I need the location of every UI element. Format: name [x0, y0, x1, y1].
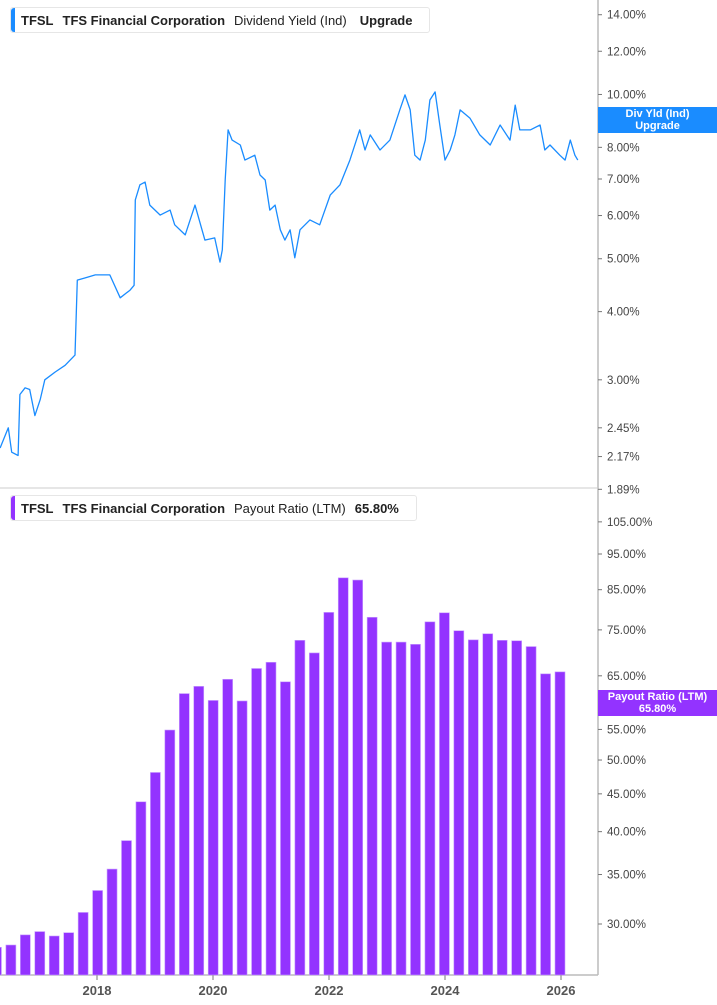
payout-bar: [280, 681, 291, 976]
payout-value-tag: Payout Ratio (LTM) 65.80%: [598, 690, 717, 716]
payout-bar: [63, 932, 75, 976]
payout-bar: [410, 644, 421, 976]
payout-bar: [554, 671, 566, 976]
payout-bar: [352, 579, 364, 976]
y-tick-label: 2.45%: [607, 423, 640, 435]
payout-bar: [34, 931, 46, 976]
legend-ticker: TFSL: [21, 500, 54, 516]
payout-bar: [121, 840, 132, 976]
payout-bar: [222, 678, 233, 976]
y-tick-label: 4.00%: [607, 307, 640, 319]
bottom-legend: TFSL TFS Financial Corporation Payout Ra…: [10, 495, 417, 521]
payout-bar: [193, 686, 205, 976]
tag-label: Div Yld (Ind): [625, 108, 690, 120]
dividend-yield-line: [0, 91, 579, 457]
div-yield-value-tag: Div Yld (Ind) Upgrade: [598, 107, 717, 133]
payout-bar: [366, 616, 378, 976]
payout-bar: [395, 641, 407, 976]
y-tick-label: 6.00%: [607, 211, 640, 223]
y-tick-label: 1.89%: [607, 484, 640, 496]
y-tick-label: 40.00%: [607, 827, 646, 839]
payout-bar: [540, 673, 551, 976]
y-tick-label: 95.00%: [607, 549, 646, 561]
payout-bar: [150, 772, 161, 976]
y-tick-label: 10.00%: [607, 89, 646, 101]
y-tick-label: 35.00%: [607, 870, 646, 882]
legend-company: TFS Financial Corporation: [62, 500, 226, 516]
legend-color-bar: [11, 496, 15, 520]
tag-value: 65.80%: [638, 703, 677, 715]
payout-bar: [106, 868, 118, 976]
legend-metric: Dividend Yield (Ind): [234, 12, 347, 28]
top-legend: TFSL TFS Financial Corporation Dividend …: [10, 7, 431, 33]
y-tick-label: 12.00%: [607, 46, 646, 58]
payout-bar: [309, 652, 320, 976]
y-tick-label: 5.00%: [607, 254, 640, 266]
y-tick-label: 85.00%: [607, 585, 646, 597]
y-tick-label: 65.00%: [607, 671, 646, 683]
payout-bar: [439, 612, 450, 976]
legend-ticker: TFSL: [21, 12, 54, 28]
x-tick-label: 2026: [547, 983, 576, 998]
y-tick-label: 3.00%: [607, 375, 640, 387]
y-tick-label: 30.00%: [607, 919, 646, 931]
payout-bar: [0, 946, 2, 976]
payout-bar: [381, 641, 392, 976]
tag-upgrade[interactable]: Upgrade: [635, 120, 680, 132]
y-tick-label: 2.17%: [607, 452, 640, 464]
payout-bar: [467, 639, 479, 976]
x-tick-label: 2020: [199, 983, 228, 998]
y-tick-label: 8.00%: [607, 142, 640, 154]
y-tick-label: 55.00%: [607, 724, 646, 736]
legend-color-bar: [11, 8, 15, 32]
x-tick-label: 2024: [431, 983, 461, 998]
payout-bar: [251, 668, 262, 976]
x-tick-label: 2022: [315, 983, 344, 998]
y-tick-label: 14.00%: [607, 10, 646, 22]
payout-bar: [511, 640, 522, 976]
payout-bar: [453, 630, 465, 976]
payout-bar: [337, 577, 349, 976]
payout-bar: [265, 661, 277, 976]
payout-bar: [164, 729, 176, 976]
payout-bar: [179, 693, 190, 976]
upgrade-link[interactable]: Upgrade: [359, 12, 413, 28]
payout-bar: [323, 612, 335, 976]
legend-metric: Payout Ratio (LTM): [234, 500, 346, 516]
payout-bar: [20, 934, 31, 976]
payout-bar: [48, 935, 60, 976]
payout-bar: [424, 621, 436, 976]
payout-bar: [92, 890, 103, 976]
y-tick-label: 7.00%: [607, 174, 640, 186]
payout-bar: [482, 633, 494, 976]
x-tick-label: 2018: [83, 983, 112, 998]
legend-value: 65.80%: [354, 500, 399, 516]
payout-bar: [135, 801, 147, 976]
y-tick-label: 50.00%: [607, 755, 646, 767]
legend-company: TFS Financial Corporation: [62, 12, 226, 28]
y-tick-label: 75.00%: [607, 625, 646, 637]
payout-bar: [525, 646, 537, 976]
tag-label: Payout Ratio (LTM): [607, 691, 708, 703]
payout-bar: [77, 912, 89, 976]
payout-bar: [5, 944, 17, 976]
payout-bar: [294, 640, 306, 976]
payout-bar: [207, 700, 219, 976]
payout-bar: [496, 640, 508, 976]
payout-bar: [236, 700, 248, 976]
y-tick-label: 45.00%: [607, 789, 646, 801]
y-tick-label: 105.00%: [607, 517, 652, 529]
